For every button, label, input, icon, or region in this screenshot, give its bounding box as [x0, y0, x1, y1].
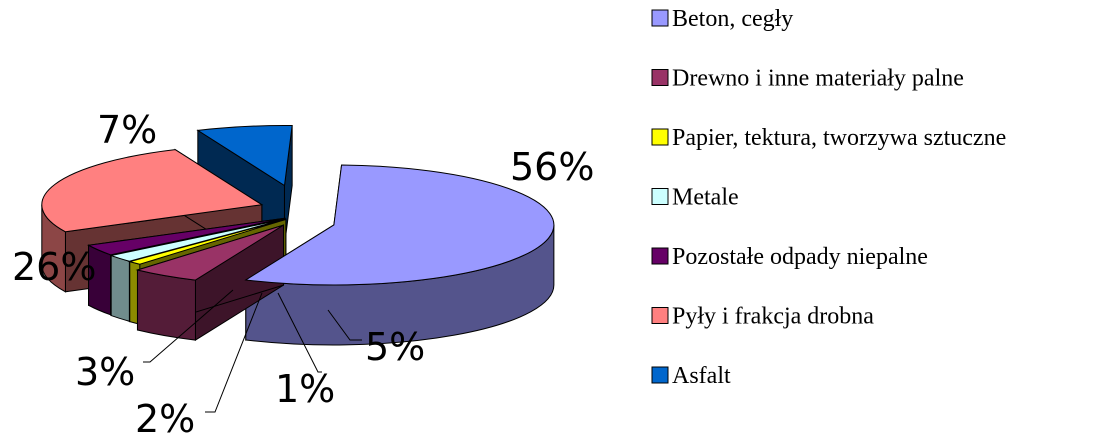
- legend: Beton, cegły Drewno i inne materiały paln…: [651, 6, 1006, 389]
- legend-item-drewno-i-inne-materia-y-palne: Drewno i inne materiały palne: [651, 66, 964, 92]
- legend-item-py-y-i-frakcja-drobna: Pyły i frakcja drobna: [651, 304, 874, 330]
- legend-swatch: [651, 9, 669, 27]
- legend-label: Pyły i frakcja drobna: [672, 304, 874, 330]
- slice-top-papier-tektura-tworzywa-sztuczne: [127, 218, 287, 265]
- legend-label: Drewno i inne materiały palne: [672, 66, 964, 92]
- legend-item-asfalt: Asfalt: [651, 363, 731, 389]
- legend-item-pozosta-e-odpady-niepalne: Pozostałe odpady niepalne: [651, 244, 928, 270]
- data-label-metale: 2%: [135, 397, 195, 436]
- leader-line-metale: [205, 292, 263, 413]
- legend-label: Metale: [672, 185, 739, 211]
- legend-item-beton-ceg-y: Beton, cegły: [651, 6, 793, 32]
- legend-swatch: [651, 188, 669, 205]
- legend-label: Pozostałe odpady niepalne: [672, 244, 928, 270]
- data-labels-layer: 56% 5% 1% 2%3% 26% 7%: [12, 108, 594, 441]
- legend-swatch: [651, 69, 669, 86]
- slice-top-beton-ceg-y: [244, 164, 555, 286]
- data-label-asfalt: 7%: [97, 108, 157, 152]
- legend-item-papier-tektura-tworzywa-sztuczne: Papier, tektura, tworzywa sztuczne: [651, 125, 1006, 151]
- data-label-papier-tektura-tworzywa-sztuczne: 1%: [275, 367, 335, 411]
- slice-top-py-y-i-frakcja-drobna: [41, 149, 264, 233]
- legend-label: Beton, cegły: [672, 6, 793, 32]
- slice-side-metale: [110, 254, 130, 322]
- leader-line-pozosta-e-odpady-niepalne: [143, 289, 234, 363]
- leader-line-papier-tektura-tworzywa-sztuczne: [277, 292, 322, 373]
- leader-lines-layer: [143, 289, 362, 413]
- legend-label: Asfalt: [672, 363, 731, 389]
- data-label-drewno-i-inne-materia-y-palne: 5%: [365, 325, 425, 369]
- slice-top-drewno-i-inne-materia-y-palne: [135, 224, 284, 281]
- leader-line-drewno-i-inne-materia-y-palne: [327, 309, 362, 341]
- data-label-py-y-i-frakcja-drobna: 26%: [12, 245, 96, 289]
- slice-top-asfalt: [196, 125, 293, 187]
- legend-label: Papier, tektura, tworzywa sztuczne: [672, 125, 1006, 151]
- legend-swatch: [651, 366, 669, 384]
- legend-swatch: [651, 307, 669, 324]
- legend-swatch: [651, 247, 669, 265]
- slice-top-pozosta-e-odpady-niepalne: [86, 217, 286, 256]
- legend-swatch: [651, 128, 669, 146]
- data-label-beton-ceg-y: 56%: [510, 145, 594, 189]
- pie-tops-layer: [41, 125, 555, 286]
- legend-item-metale: Metale: [651, 185, 739, 211]
- data-label-pozosta-e-odpady-niepalne: 3%: [75, 350, 135, 394]
